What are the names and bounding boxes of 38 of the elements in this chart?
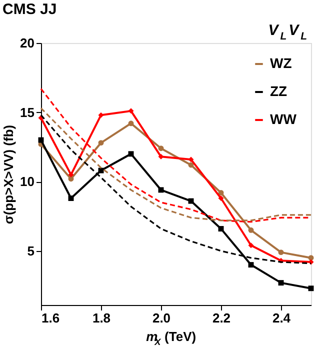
x-tick-label: 1.6	[42, 310, 60, 326]
point	[248, 242, 254, 248]
y-axis-title: σ(pp>X>VV) (fb)	[1, 124, 16, 224]
point	[248, 262, 254, 268]
point	[218, 190, 224, 196]
point	[128, 108, 134, 114]
point	[38, 137, 44, 143]
legend-label: WZ	[270, 55, 292, 71]
point	[158, 187, 164, 193]
y-tick-label: 15	[20, 104, 34, 120]
point	[158, 146, 164, 152]
point	[278, 250, 284, 256]
point	[128, 151, 134, 157]
legend-label: WW	[270, 111, 298, 127]
point	[278, 280, 284, 286]
point	[308, 286, 314, 292]
point	[68, 172, 74, 178]
legend-label: ZZ	[270, 83, 288, 99]
point	[158, 154, 164, 160]
point	[308, 259, 314, 265]
point	[98, 140, 104, 146]
y-tick-label: 10	[20, 174, 34, 190]
point	[248, 227, 254, 233]
chart-title: CMS JJ	[2, 1, 57, 18]
point	[98, 168, 104, 174]
x-tick-label: 1.8	[92, 310, 111, 326]
x-tick-label: 2.4	[272, 310, 292, 326]
x-tick-label: 2.2	[212, 310, 231, 326]
y-tick-label: 5	[27, 243, 34, 258]
y-tick-label: 20	[20, 36, 34, 50]
point	[188, 198, 194, 204]
point	[128, 120, 134, 126]
x-tick-label: 2.0	[152, 310, 171, 326]
point	[188, 156, 194, 162]
point	[68, 196, 74, 201]
point	[98, 112, 104, 118]
point	[218, 226, 224, 232]
point	[188, 162, 194, 168]
